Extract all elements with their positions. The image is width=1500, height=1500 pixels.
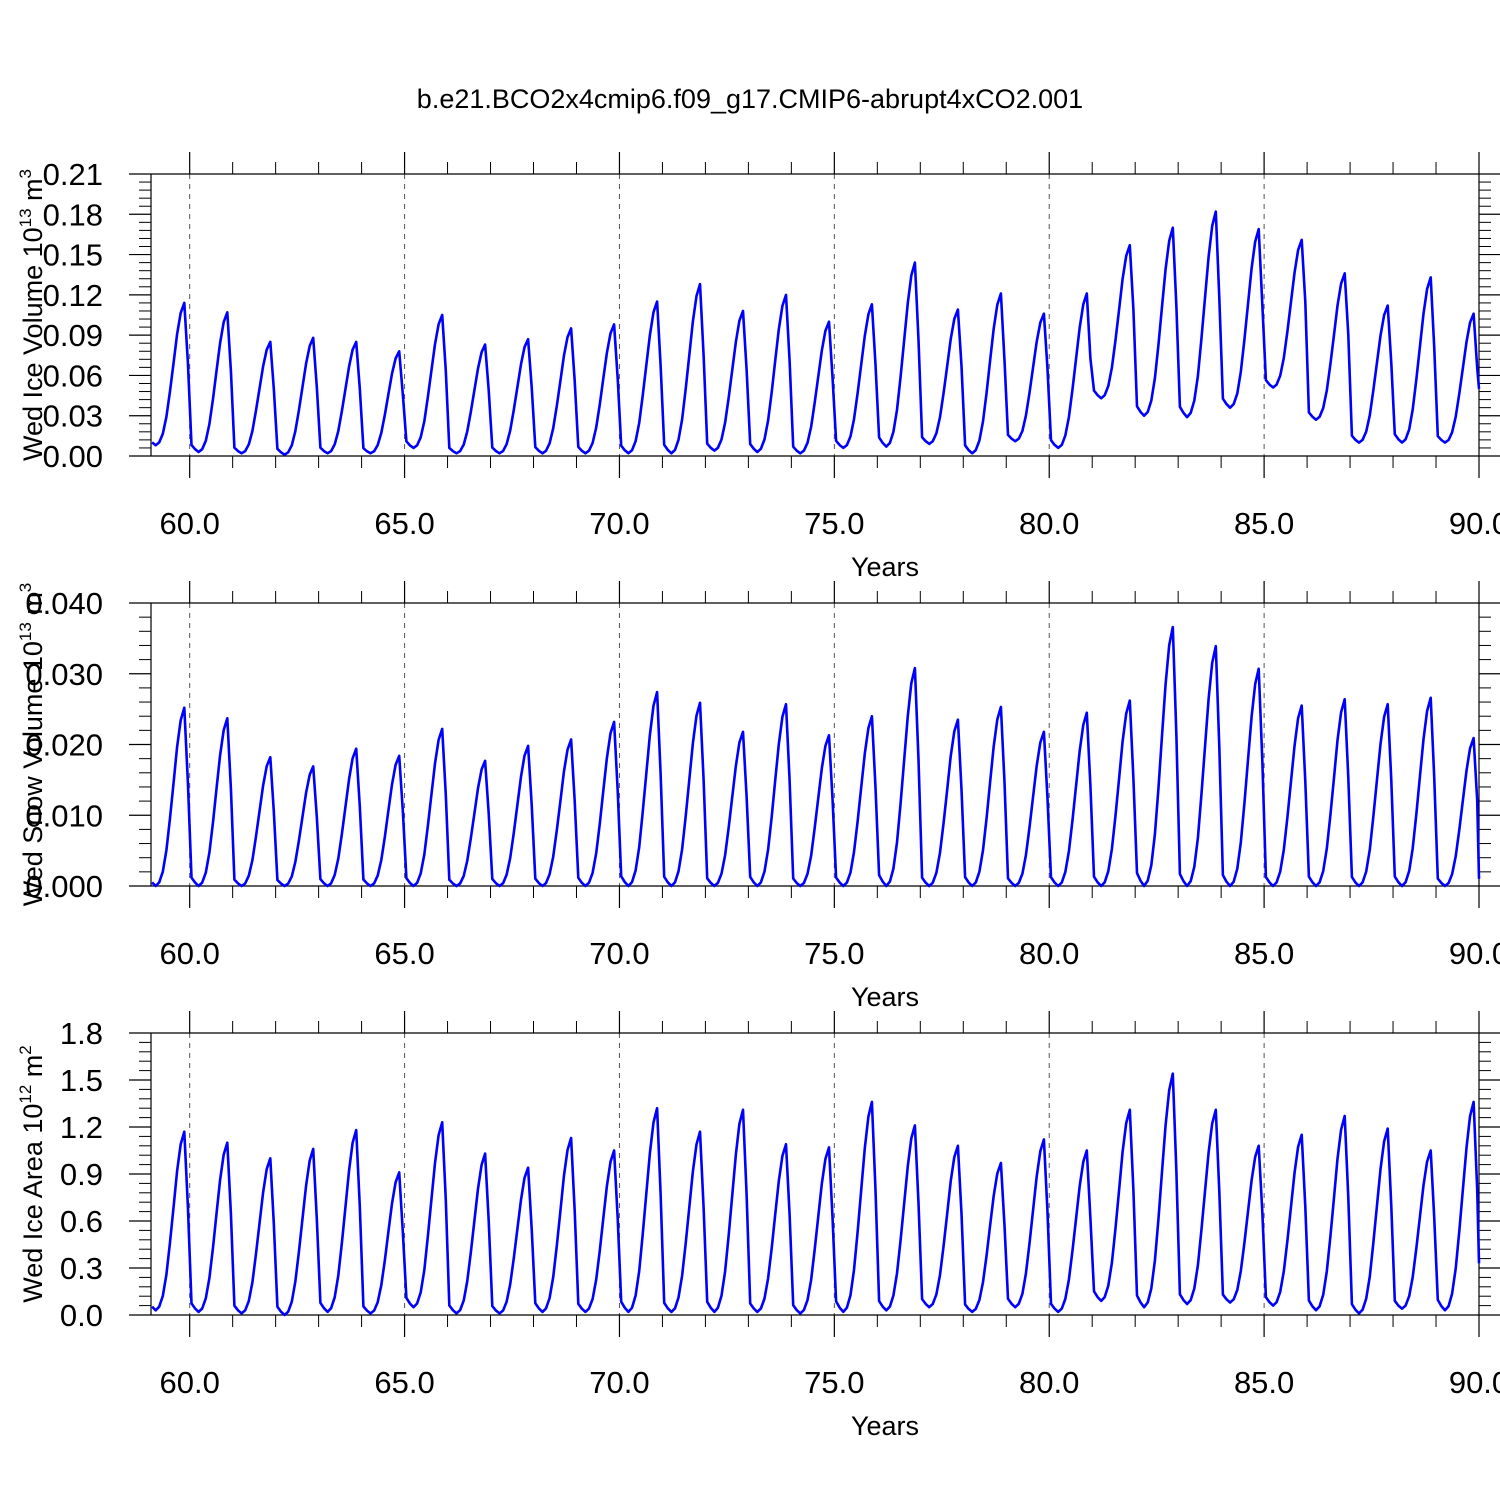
- y-tick-label: 0.21: [43, 157, 103, 192]
- x-tick-label: 70.0: [589, 936, 649, 971]
- y-tick-label: 0.6: [60, 1204, 103, 1239]
- x-tick-label: 60.0: [160, 506, 220, 541]
- panel-1: 60.0 65.0 70.0 75.0 80.0 85.0 90.0 0.00 0.03 0.06…: [16, 152, 1500, 582]
- x-tick-label: 80.0: [1019, 506, 1079, 541]
- y-tick-label: 0.12: [43, 278, 103, 313]
- series-line: [151, 1072, 1481, 1317]
- x-tick-label: 90.0: [1449, 936, 1500, 971]
- y-tick-label: 1.5: [60, 1063, 103, 1098]
- panel-2: 60.0 65.0 70.0 75.0 80.0 85.0 90.0 0.000 0.010 0.…: [16, 581, 1500, 1012]
- x-tick-label: 85.0: [1234, 506, 1294, 541]
- x-tick-label: 75.0: [804, 936, 864, 971]
- x-tick-label: 75.0: [804, 1365, 864, 1400]
- x-tick-label: 70.0: [589, 506, 649, 541]
- x-tick-label: 85.0: [1234, 1365, 1294, 1400]
- y-tick-label: 0.00: [43, 439, 103, 474]
- y-tick-label: 0.010: [25, 798, 103, 833]
- x-axis-label: Years: [851, 1411, 919, 1441]
- x-tick-label: 90.0: [1449, 506, 1500, 541]
- y-tick-label: 0.9: [60, 1157, 103, 1192]
- y-tick-label: 0.020: [25, 728, 103, 763]
- x-tick-label: 60.0: [160, 1365, 220, 1400]
- series-line: [151, 625, 1481, 888]
- x-axis-label: Years: [851, 552, 919, 582]
- x-tick-label: 75.0: [804, 506, 864, 541]
- y-tick-label: 0.06: [43, 358, 103, 393]
- y-tick-label: 0.03: [43, 399, 103, 434]
- x-tick-label: 65.0: [374, 1365, 434, 1400]
- x-tick-label: 70.0: [589, 1365, 649, 1400]
- y-tick-label: 1.8: [60, 1016, 103, 1051]
- x-tick-label: 60.0: [160, 936, 220, 971]
- series-line: [151, 210, 1481, 457]
- chart-title: b.e21.BCO2x4cmip6.f09_g17.CMIP6-abrupt4x…: [417, 84, 1083, 114]
- y-tick-label: 0.040: [25, 586, 103, 621]
- y-tick-label: 0.3: [60, 1251, 103, 1286]
- y-tick-label: 0.000: [25, 869, 103, 904]
- y-tick-label: 0.030: [25, 657, 103, 692]
- y-tick-label: 0.18: [43, 197, 103, 232]
- x-tick-label: 65.0: [374, 506, 434, 541]
- y-tick-label: 1.2: [60, 1110, 103, 1145]
- y-axis-label: Wed Snow Volume 1013 m3: [16, 583, 48, 907]
- x-tick-label: 80.0: [1019, 1365, 1079, 1400]
- x-axis-label: Years: [851, 982, 919, 1012]
- x-tick-label: 65.0: [374, 936, 434, 971]
- panel-3: 60.0 65.0 70.0 75.0 80.0 85.0 90.0 0.0 0.3 0.6 0.9…: [16, 1011, 1500, 1441]
- x-tick-label: 80.0: [1019, 936, 1079, 971]
- y-axis-label: Wed Ice Area 1012 m2: [16, 1045, 48, 1303]
- y-tick-label: 0.09: [43, 318, 103, 353]
- y-tick-label: 0.15: [43, 238, 103, 273]
- x-tick-label: 90.0: [1449, 1365, 1500, 1400]
- x-tick-label: 85.0: [1234, 936, 1294, 971]
- y-axis-label: Wed Ice Volume 1013 m3: [16, 169, 48, 461]
- y-tick-label: 0.0: [60, 1298, 103, 1333]
